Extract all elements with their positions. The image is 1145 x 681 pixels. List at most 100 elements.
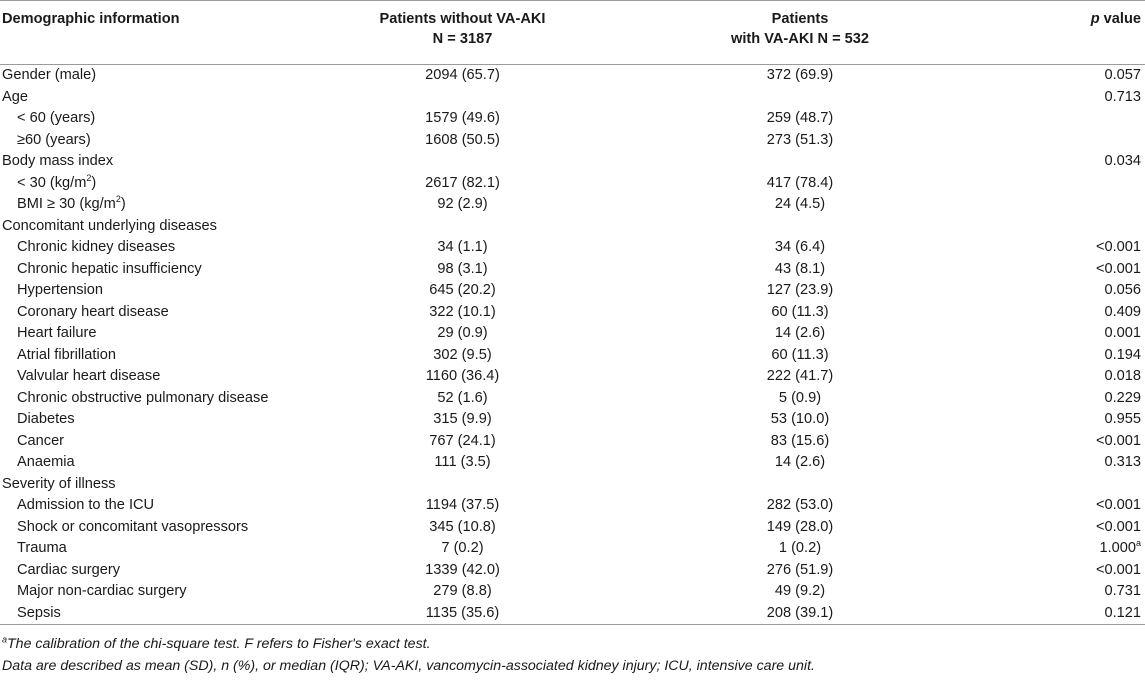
table-row: Sepsis 1135 (35.6) 208 (39.1) 0.121	[0, 602, 1145, 625]
row-label: Concomitant underlying diseases	[0, 216, 300, 238]
cell-without-va-aki: 1135 (35.6)	[300, 602, 625, 625]
row-label-tail: )	[91, 174, 97, 191]
table-row: BMI ≥ 30 (kg/m2) 92 (2.9) 24 (4.5)	[0, 194, 1145, 216]
cell-without-va-aki: 111 (3.5)	[434, 454, 491, 470]
row-label-text: Cardiac surgery	[17, 561, 121, 578]
row-label: Coronary heart disease	[0, 302, 300, 324]
cell-p-value: <0.001	[975, 431, 1145, 453]
row-label: Shock or concomitant vasopressors	[0, 517, 300, 539]
row-label: BMI ≥ 30 (kg/m2)	[0, 194, 300, 216]
p-value-text: <0.001	[1095, 260, 1141, 277]
p-value-text: 0.001	[1104, 325, 1141, 341]
row-label-text: Admission to the ICU	[17, 497, 155, 513]
cell-without-va-aki	[300, 87, 625, 109]
cell-without-va-aki: 7 (0.2)	[441, 540, 484, 556]
cell-p-value: 0.034	[975, 151, 1145, 173]
row-label: Trauma	[0, 538, 300, 560]
header-col2-line2: N = 3187	[432, 31, 493, 47]
cell-without-va-aki: 345 (10.8)	[429, 518, 496, 535]
footnote-1: aThe calibration of the chi-square test.…	[2, 633, 1145, 655]
cell-p-value: 0.313	[975, 452, 1145, 474]
cell-with-va-aki: 83 (15.6)	[770, 432, 830, 449]
row-label: Chronic obstructive pulmonary disease	[0, 388, 300, 410]
p-value-text: 0.057	[1104, 67, 1141, 83]
cell-with-va-aki: 14 (2.6)	[774, 325, 826, 341]
row-label-text: Age	[2, 88, 28, 105]
cell-with-va-aki: 149 (28.0)	[766, 518, 834, 535]
p-value-text: <0.001	[1095, 518, 1141, 535]
cell-with-va-aki: 60 (11.3)	[771, 303, 829, 320]
cell-with-va-aki: 43 (8.1)	[774, 260, 826, 277]
footnote-2: Data are described as mean (SD), n (%), …	[2, 655, 1145, 677]
row-label-text: Heart failure	[17, 325, 97, 341]
header-p-rest: value	[1099, 11, 1141, 27]
cell-p-value: <0.001	[975, 560, 1145, 582]
row-label: Cancer	[0, 431, 300, 453]
row-label-text: Chronic obstructive pulmonary disease	[17, 389, 269, 406]
header-col1-text: Demographic information	[2, 11, 180, 27]
row-label: Admission to the ICU	[0, 495, 300, 517]
cell-with-va-aki: 276 (51.9)	[766, 561, 834, 578]
cell-without-va-aki: 1194 (37.5)	[425, 497, 500, 513]
table-row: Major non-cardiac surgery 279 (8.8) 49 (9.…	[0, 581, 1145, 603]
row-label-text: Major non-cardiac surgery	[17, 583, 187, 599]
p-value-text: 0.731	[1104, 583, 1141, 599]
cell-with-va-aki: 24 (4.5)	[774, 196, 826, 212]
cell-p-value: 0.731	[975, 581, 1145, 603]
cell-without-va-aki: 767 (24.1)	[429, 432, 496, 449]
row-label-text: Severity of illness	[2, 475, 116, 492]
header-row: Demographic information Patients without…	[0, 0, 1145, 65]
row-label-text: Atrial fibrillation	[17, 346, 116, 363]
cell-with-va-aki: 60 (11.3)	[771, 346, 829, 363]
row-label: Heart failure	[0, 323, 300, 345]
cell-p-value: 0.001	[975, 323, 1145, 345]
p-value-text: 0.034	[1104, 153, 1141, 169]
cell-p-value: 0.121	[975, 602, 1145, 625]
row-label-superscript: 2	[115, 194, 121, 205]
p-value-text: 0.409	[1104, 303, 1141, 320]
p-value-text: 0.313	[1104, 454, 1141, 470]
table-row: Trauma 7 (0.2) 1 (0.2) 1.000a	[0, 538, 1145, 560]
cell-without-va-aki: 1339 (42.0)	[425, 561, 500, 578]
header-patients-with-va-aki: Patients with VA-AKI N = 532	[625, 0, 975, 65]
table-body: Gender (male) 2094 (65.7) 372 (69.9) 0.057 A…	[0, 65, 1145, 625]
row-label-text: Coronary heart disease	[17, 303, 169, 320]
table-row: Heart failure 29 (0.9) 14 (2.6) 0.001	[0, 323, 1145, 345]
cell-without-va-aki: 1160 (36.4)	[425, 368, 500, 384]
cell-with-va-aki: 372 (69.9)	[766, 67, 834, 83]
cell-p-value: 0.018	[975, 366, 1145, 388]
cell-with-va-aki	[625, 151, 975, 173]
cell-p-value	[975, 194, 1145, 216]
cell-p-value: <0.001	[975, 495, 1145, 517]
cell-with-va-aki: 14 (2.6)	[774, 454, 826, 470]
row-label: < 30 (kg/m2)	[0, 173, 300, 195]
row-label-text: Hypertension	[17, 282, 103, 298]
cell-with-va-aki	[625, 216, 975, 238]
row-label-text: Sepsis	[17, 604, 61, 621]
table-row: Age 0.713	[0, 87, 1145, 109]
row-label: ≥60 (years)	[0, 130, 300, 152]
row-label-tail: )	[120, 196, 126, 212]
row-label: Major non-cardiac surgery	[0, 581, 300, 603]
row-label-text: Valvular heart disease	[17, 368, 161, 384]
cell-p-value	[975, 130, 1145, 152]
row-label-text: ≥60 (years)	[17, 131, 91, 148]
table-row: Cancer 767 (24.1) 83 (15.6) <0.001	[0, 431, 1145, 453]
footnote-1-marker: a	[2, 634, 8, 645]
p-value-text: <0.001	[1095, 561, 1141, 578]
row-label-text: Diabetes	[17, 411, 75, 427]
header-p-italic: p	[1090, 11, 1100, 27]
cell-without-va-aki: 322 (10.1)	[429, 303, 496, 320]
p-value-text: 1.000	[1099, 540, 1136, 556]
cell-without-va-aki: 2617 (82.1)	[425, 174, 500, 191]
header-p-value: p value	[975, 0, 1145, 65]
cell-without-va-aki: 34 (1.1)	[437, 239, 488, 255]
row-label: Anaemia	[0, 452, 300, 474]
cell-with-va-aki: 34 (6.4)	[774, 239, 826, 255]
footnotes: aThe calibration of the chi-square test.…	[0, 633, 1145, 677]
cell-with-va-aki: 208 (39.1)	[625, 602, 975, 625]
cell-p-value: 0.194	[975, 345, 1145, 367]
cell-without-va-aki: 2094 (65.7)	[425, 67, 500, 83]
cell-with-va-aki	[625, 87, 975, 109]
